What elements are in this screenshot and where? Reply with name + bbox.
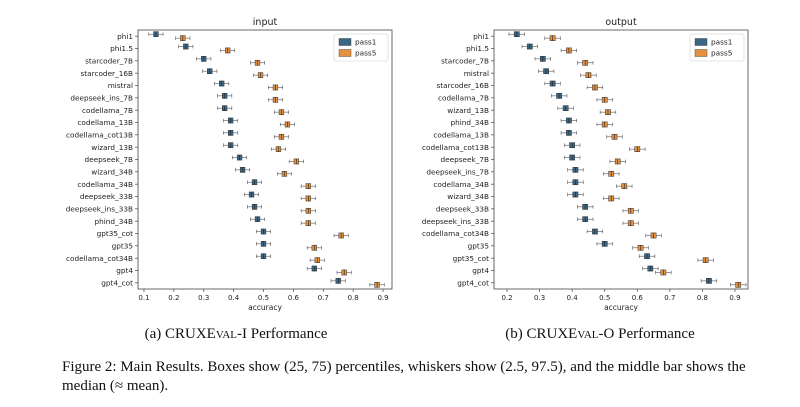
legend-label-pass5: pass5 bbox=[355, 49, 376, 58]
y-tick-label: gpt35_cot bbox=[97, 229, 134, 238]
x-tick-label: 0.2 bbox=[168, 294, 179, 302]
y-tick-label: gpt35 bbox=[468, 241, 489, 250]
x-tick-label: 0.5 bbox=[258, 294, 269, 302]
y-tick-label: codellama_13B bbox=[433, 130, 489, 139]
x-tick-label: 0.8 bbox=[348, 294, 359, 302]
y-tick-label: phind_34B bbox=[95, 217, 133, 226]
y-tick-label: starcoder_16B bbox=[80, 69, 133, 78]
y-tick-label: gpt4 bbox=[472, 266, 489, 275]
y-tick-label: codellama_7B bbox=[82, 106, 133, 115]
chart-title: input bbox=[253, 17, 278, 28]
y-tick-label: deepseek_33B bbox=[436, 204, 489, 213]
caption-a-name: CRUXEval-I bbox=[164, 326, 248, 342]
y-tick-label: codellama_cot13B bbox=[422, 143, 489, 152]
caption-b-prefix: (b) bbox=[505, 326, 527, 342]
figure-caption: Figure 2: Main Results. Boxes show (25, … bbox=[62, 359, 746, 394]
y-tick-label: codellama_34B bbox=[433, 180, 489, 189]
x-tick-label: 0.3 bbox=[198, 294, 209, 302]
chart-output: output 0.2 0.3 0.4 0.5 0.6 0.7 0.8 0.9 accuracy ph… bbox=[422, 17, 749, 312]
y-tick-label: wizard_13B bbox=[447, 106, 489, 115]
y-tick-label: gpt35_cot bbox=[453, 254, 490, 263]
y-tick-label: codellama_cot34B bbox=[66, 254, 133, 263]
legend-label-pass1: pass1 bbox=[355, 38, 376, 47]
x-tick-label: 0.4 bbox=[228, 294, 240, 302]
figure-charts: input 0.1 0.2 0.3 0.4 0.5 0.6 0.7 0.8 0.9 accuracy… bbox=[66, 17, 749, 312]
x-tick-label: 0.9 bbox=[377, 294, 388, 302]
legend-swatch-pass1 bbox=[338, 38, 352, 46]
chart-title: output bbox=[605, 17, 637, 28]
y-tick-label: wizard_34B bbox=[91, 167, 133, 176]
legend-label-pass5: pass5 bbox=[711, 49, 732, 58]
caption-a: (a) CRUXEval-I Performance bbox=[36, 326, 436, 343]
y-tick-label: codellama_cot34B bbox=[422, 229, 489, 238]
legend-swatch-pass1 bbox=[694, 38, 708, 46]
x-tick-label: 0.9 bbox=[729, 294, 740, 302]
x-tick-label: 0.5 bbox=[599, 294, 610, 302]
x-axis-label: accuracy bbox=[248, 303, 282, 312]
y-tick-label: wizard_13B bbox=[91, 143, 133, 152]
caption-b: (b) CRUXEval-O Performance bbox=[400, 326, 800, 343]
legend-swatch-pass5 bbox=[694, 49, 708, 57]
y-tick-label: gpt35 bbox=[112, 241, 133, 250]
y-tick-label: phi1.5 bbox=[466, 44, 489, 53]
caption-a-prefix: (a) bbox=[144, 326, 165, 342]
y-tick-label: starcoder_7B bbox=[441, 56, 489, 65]
y-tick-label: deepseek_33B bbox=[80, 192, 133, 201]
y-tick-label: mistral bbox=[108, 81, 133, 90]
y-tick-label: deepseek_7B bbox=[84, 155, 133, 164]
y-tick-label: codellama_34B bbox=[77, 180, 133, 189]
plot-frame bbox=[493, 29, 749, 290]
y-tick-label: gpt4_cot bbox=[101, 278, 133, 287]
caption-b-name: CRUXEval-O bbox=[526, 326, 615, 342]
y-tick-label: deepseek_ins_33B bbox=[422, 217, 489, 226]
x-tick-label: 0.2 bbox=[501, 294, 512, 302]
caption-a-suffix: Performance bbox=[247, 326, 328, 342]
y-tick-label: deepseek_ins_7B bbox=[70, 93, 133, 102]
x-axis-label: accuracy bbox=[604, 303, 638, 312]
y-tick-label: gpt4 bbox=[116, 266, 133, 275]
legend-swatch-pass5 bbox=[338, 49, 352, 57]
y-tick-label: codellama_13B bbox=[77, 118, 133, 127]
y-tick-label: wizard_34B bbox=[447, 192, 489, 201]
x-tick-label: 0.6 bbox=[288, 294, 300, 302]
x-tick-label: 0.4 bbox=[567, 294, 579, 302]
x-tick-label: 0.3 bbox=[534, 294, 545, 302]
plot-frame bbox=[137, 29, 393, 290]
y-tick-label: deepseek_ins_7B bbox=[426, 167, 489, 176]
y-tick-label: phi1.5 bbox=[110, 44, 133, 53]
x-tick-label: 0.7 bbox=[318, 294, 329, 302]
y-tick-label: starcoder_7B bbox=[85, 56, 133, 65]
y-tick-label: codellama_7B bbox=[438, 93, 489, 102]
y-tick-label: codellama_cot13B bbox=[66, 130, 133, 139]
legend-label-pass1: pass1 bbox=[711, 38, 732, 47]
y-tick-label: mistral bbox=[464, 69, 489, 78]
y-tick-label: phind_34B bbox=[451, 118, 489, 127]
x-tick-label: 0.8 bbox=[697, 294, 708, 302]
y-tick-label: phi1 bbox=[473, 32, 489, 41]
y-tick-label: phi1 bbox=[117, 32, 133, 41]
y-tick-label: gpt4_cot bbox=[457, 278, 489, 287]
y-tick-label: deepseek_ins_33B bbox=[66, 204, 133, 213]
x-tick-label: 0.6 bbox=[632, 294, 644, 302]
y-tick-label: starcoder_16B bbox=[436, 81, 489, 90]
caption-b-suffix: Performance bbox=[614, 326, 695, 342]
y-tick-label: deepseek_7B bbox=[440, 155, 489, 164]
x-tick-label: 0.1 bbox=[138, 294, 149, 302]
x-tick-label: 0.7 bbox=[664, 294, 675, 302]
chart-input: input 0.1 0.2 0.3 0.4 0.5 0.6 0.7 0.8 0.9 accuracy… bbox=[66, 17, 393, 312]
